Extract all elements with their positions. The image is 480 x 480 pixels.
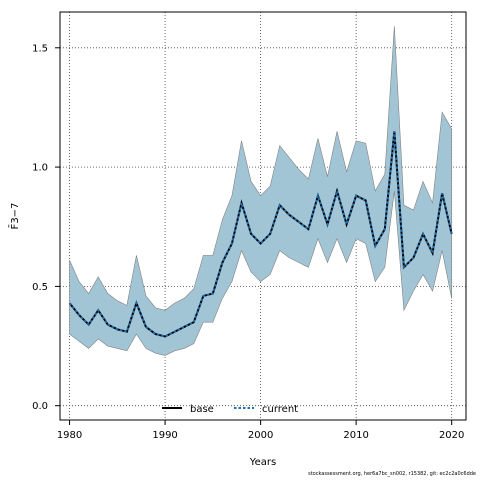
x-axis-ticks: 1980 1990 2000 2010 2020 bbox=[57, 420, 464, 441]
y-axis-title: F̄3−7 bbox=[8, 203, 21, 230]
plot-frame bbox=[59, 11, 467, 421]
series-line-current bbox=[68, 131, 453, 338]
x-tick-label: 2000 bbox=[248, 430, 273, 441]
x-tick-label: 2020 bbox=[439, 430, 464, 441]
legend-label-base: base bbox=[190, 404, 214, 415]
y-tick-label: 0.0 bbox=[32, 401, 48, 412]
y-axis-ticks: 0.0 0.5 1.0 1.5 bbox=[32, 43, 60, 412]
x-axis-title: Years bbox=[249, 457, 276, 468]
x-tick-label: 1990 bbox=[152, 430, 177, 441]
confidence-band bbox=[69, 26, 452, 356]
y-tick-label: 0.5 bbox=[32, 282, 48, 293]
series-lines bbox=[68, 131, 453, 338]
x-tick-label: 2010 bbox=[343, 430, 368, 441]
x-tick-label: 1980 bbox=[57, 430, 82, 441]
y-tick-label: 1.5 bbox=[32, 43, 48, 54]
y-tick-label: 1.0 bbox=[32, 163, 48, 174]
footer-credit: stockassessment.org, her6a7bc_sn002, r15… bbox=[308, 471, 476, 477]
legend: base current bbox=[162, 404, 298, 415]
legend-label-current: current bbox=[262, 404, 298, 415]
